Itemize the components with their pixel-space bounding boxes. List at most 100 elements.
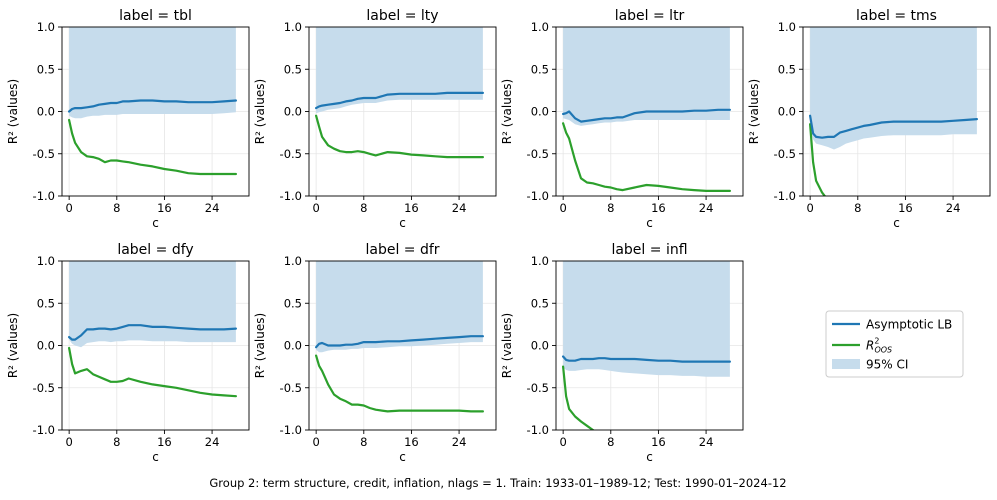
y-tick-label: 1.0 bbox=[37, 254, 55, 268]
x-tick-label: 8 bbox=[113, 435, 120, 449]
y-tick-label: -0.5 bbox=[33, 381, 55, 395]
x-tick-label: 24 bbox=[452, 435, 467, 449]
y-tick-label: 0.0 bbox=[37, 105, 55, 119]
asymptotic-lb-line bbox=[561, 355, 732, 363]
y-tick-label: 0.0 bbox=[531, 105, 549, 119]
legend: Asymptotic LB R2 OOS 95% CI bbox=[825, 310, 964, 378]
ci-band bbox=[316, 27, 483, 114]
asymptotic-lb-line bbox=[67, 99, 237, 113]
plot-area bbox=[808, 27, 979, 196]
x-axis-label: c bbox=[399, 216, 406, 230]
y-tick-label: 0.5 bbox=[37, 296, 55, 310]
x-tick-label: 16 bbox=[404, 201, 419, 215]
y-tick-label: -1.0 bbox=[527, 189, 549, 203]
y-tick-label: 0.5 bbox=[531, 62, 549, 76]
r2-oos-line bbox=[561, 365, 595, 430]
r2-oos-line bbox=[67, 118, 237, 176]
x-tick-label: 0 bbox=[559, 435, 566, 449]
ci-band bbox=[563, 261, 730, 377]
y-axis-label: R² (values) bbox=[500, 79, 514, 144]
panel-title: label = ltr bbox=[615, 8, 685, 24]
x-tick-label: 16 bbox=[404, 435, 419, 449]
x-axis-label: c bbox=[893, 216, 900, 230]
x-tick-label: 16 bbox=[157, 201, 172, 215]
plot-area bbox=[561, 261, 732, 430]
x-tick-label: 0 bbox=[312, 201, 319, 215]
x-tick-label: 8 bbox=[360, 201, 367, 215]
legend-oos-sub: OOS bbox=[874, 346, 892, 355]
panel-title: label = tms bbox=[856, 8, 937, 24]
legend-frame bbox=[825, 310, 964, 378]
panels: 0 8 16 24 1.0 0.5 0.0 -0.5 -1.0 label = tbl c R² (v… bbox=[6, 8, 991, 464]
y-axis-label: R² (values) bbox=[6, 79, 20, 144]
y-tick-label: -0.5 bbox=[280, 381, 302, 395]
y-tick-label: 1.0 bbox=[284, 20, 302, 34]
figure-caption: Group 2: term structure, credit, inflati… bbox=[209, 476, 786, 490]
x-axis-label: c bbox=[152, 450, 159, 464]
asymptotic-lb-line bbox=[67, 324, 237, 341]
legend-lb-label: Asymptotic LB bbox=[866, 318, 952, 332]
r2-oos-line bbox=[67, 346, 237, 398]
x-axis-label: c bbox=[152, 216, 159, 230]
y-tick-label: -1.0 bbox=[527, 423, 549, 437]
y-tick-label: 0.5 bbox=[284, 62, 302, 76]
panel-dfy: 0 8 16 24 1.0 0.5 0.0 -0.5 -1.0 label = dfy c R² (v… bbox=[6, 242, 250, 464]
y-axis-label: R² (values) bbox=[500, 313, 514, 378]
asymptotic-lb-line bbox=[315, 91, 484, 110]
y-axis-label: R² (values) bbox=[253, 79, 267, 144]
legend-ci-swatch bbox=[832, 359, 860, 369]
ci-band bbox=[563, 27, 730, 126]
x-tick-label: 0 bbox=[65, 435, 72, 449]
x-tick-label: 24 bbox=[699, 201, 714, 215]
plot-area bbox=[315, 27, 484, 159]
plot-area bbox=[561, 27, 732, 192]
y-tick-label: 0.5 bbox=[531, 296, 549, 310]
x-tick-label: 16 bbox=[898, 201, 913, 215]
panel-tms: 0 8 16 24 1.0 0.5 0.0 -0.5 -1.0 label = tms c R² (v… bbox=[747, 8, 991, 230]
x-tick-label: 8 bbox=[113, 201, 120, 215]
y-tick-label: 1.0 bbox=[531, 254, 549, 268]
ci-band bbox=[69, 261, 236, 348]
r2-oos-line bbox=[315, 114, 484, 159]
y-tick-label: -1.0 bbox=[33, 423, 55, 437]
panel-ltr: 0 8 16 24 1.0 0.5 0.0 -0.5 -1.0 label = ltr c R² (v… bbox=[500, 8, 744, 230]
panel-infl: 0 8 16 24 1.0 0.5 0.0 -0.5 -1.0 label = infl c R² (… bbox=[500, 242, 744, 464]
x-tick-label: 24 bbox=[452, 201, 467, 215]
ci-band bbox=[810, 27, 977, 150]
y-tick-label: -0.5 bbox=[280, 147, 302, 161]
asymptotic-lb-line bbox=[808, 114, 979, 139]
y-tick-label: 1.0 bbox=[37, 20, 55, 34]
panel-title: label = infl bbox=[611, 242, 687, 258]
panel-title: label = dfy bbox=[117, 242, 193, 258]
x-tick-label: 8 bbox=[607, 201, 614, 215]
plot-area bbox=[67, 27, 237, 176]
ci-band bbox=[316, 261, 483, 353]
y-axis-label: R² (values) bbox=[253, 313, 267, 378]
x-tick-label: 0 bbox=[65, 201, 72, 215]
panel-title: label = lty bbox=[366, 8, 438, 24]
plot-area bbox=[67, 261, 237, 398]
x-tick-label: 24 bbox=[699, 435, 714, 449]
y-axis-label: R² (values) bbox=[6, 313, 20, 378]
panel-title: label = tbl bbox=[119, 8, 192, 24]
plot-area bbox=[315, 261, 484, 413]
y-tick-label: -0.5 bbox=[774, 147, 796, 161]
y-tick-label: -1.0 bbox=[774, 189, 796, 203]
x-tick-label: 16 bbox=[651, 201, 666, 215]
y-tick-label: -0.5 bbox=[527, 381, 549, 395]
y-tick-label: 0.5 bbox=[778, 62, 796, 76]
r2-oos-line bbox=[315, 354, 484, 413]
y-tick-label: -1.0 bbox=[33, 189, 55, 203]
r2-oos-line bbox=[808, 123, 827, 196]
x-tick-label: 24 bbox=[205, 201, 220, 215]
y-tick-label: 0.0 bbox=[37, 339, 55, 353]
y-tick-label: 0.5 bbox=[284, 296, 302, 310]
asymptotic-lb-line bbox=[315, 335, 484, 349]
x-tick-label: 16 bbox=[157, 435, 172, 449]
y-tick-label: -0.5 bbox=[33, 147, 55, 161]
y-tick-label: 0.5 bbox=[37, 62, 55, 76]
y-tick-label: -0.5 bbox=[527, 147, 549, 161]
x-tick-label: 16 bbox=[651, 435, 666, 449]
legend-ci-label: 95% CI bbox=[866, 358, 908, 372]
